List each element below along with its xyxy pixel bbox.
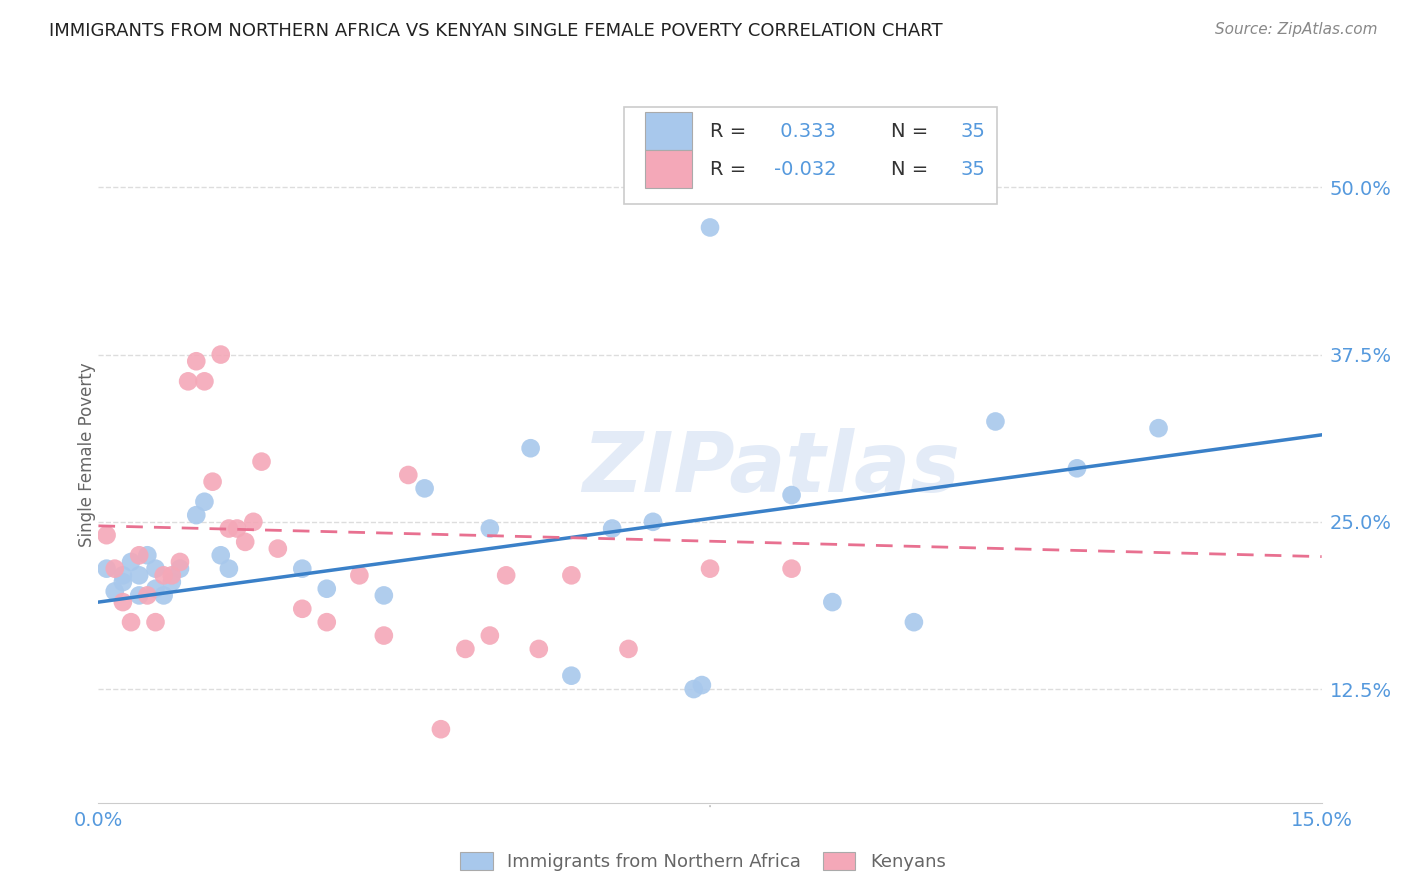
Point (152, 568, 174, 582)
Point (821, 595, 844, 609)
Point (193, 494, 215, 508)
Point (560, 568, 582, 582)
Point (396, 468, 419, 483)
Point (96, 528, 118, 542)
Legend: Immigrants from Northern Africa, Kenyans: Immigrants from Northern Africa, Kenyans (453, 845, 953, 879)
Point (186, 508, 208, 523)
Point (201, 475, 224, 489)
Point (780, 488, 803, 502)
Point (430, 723, 453, 737)
Point (478, 628, 501, 642)
Point (160, 568, 183, 582)
Point (145, 582, 167, 596)
Point (152, 589, 174, 603)
Text: 0.333: 0.333 (773, 122, 835, 141)
Point (160, 575, 183, 590)
Point (527, 642, 550, 657)
Point (169, 555, 191, 569)
Point (218, 562, 240, 576)
Point (111, 568, 134, 582)
Point (478, 521, 501, 535)
Point (218, 521, 240, 535)
Point (690, 678, 713, 692)
FancyBboxPatch shape (624, 107, 997, 204)
Point (903, 615, 925, 630)
Point (1147, 421, 1170, 435)
Point (209, 348, 232, 362)
Point (454, 642, 477, 657)
Point (699, 220, 721, 235)
Point (177, 375, 200, 389)
Text: N =: N = (891, 122, 935, 141)
Point (242, 515, 264, 529)
Point (136, 589, 159, 603)
Point (193, 375, 215, 389)
Text: -0.032: -0.032 (773, 161, 837, 179)
Point (169, 562, 191, 576)
Point (250, 455, 273, 469)
Point (641, 515, 664, 529)
Point (291, 602, 314, 616)
Point (128, 568, 150, 582)
Point (104, 584, 127, 599)
Point (495, 568, 517, 582)
Point (519, 442, 541, 456)
Point (209, 548, 232, 563)
Point (186, 354, 208, 368)
Point (600, 521, 623, 535)
Point (145, 615, 167, 630)
Bar (645, 150, 692, 188)
Point (128, 548, 150, 563)
Text: Source: ZipAtlas.com: Source: ZipAtlas.com (1215, 22, 1378, 37)
Point (233, 535, 256, 549)
Text: 35: 35 (960, 161, 986, 179)
Text: IMMIGRANTS FROM NORTHERN AFRICA VS KENYAN SINGLE FEMALE POVERTY CORRELATION CHAR: IMMIGRANTS FROM NORTHERN AFRICA VS KENYA… (49, 22, 943, 40)
Bar (645, 112, 692, 150)
Point (560, 669, 582, 683)
Text: 35: 35 (960, 122, 986, 141)
Point (1066, 461, 1088, 475)
Point (120, 555, 142, 569)
Point (984, 414, 1007, 429)
Point (136, 548, 159, 563)
Point (128, 589, 150, 603)
Point (120, 615, 142, 630)
Point (780, 562, 803, 576)
Text: N =: N = (891, 161, 935, 179)
Point (111, 575, 134, 590)
Point (373, 628, 395, 642)
Point (291, 562, 314, 576)
Point (104, 562, 127, 576)
Point (373, 589, 395, 603)
Point (315, 615, 337, 630)
Text: ZIPatlas: ZIPatlas (582, 428, 960, 509)
Point (617, 642, 640, 657)
Point (226, 521, 249, 535)
Point (96, 562, 118, 576)
Point (349, 568, 371, 582)
Point (315, 582, 337, 596)
Point (413, 482, 436, 496)
Text: R =: R = (710, 161, 752, 179)
Point (111, 595, 134, 609)
Point (267, 541, 290, 556)
Y-axis label: Single Female Poverty: Single Female Poverty (79, 363, 96, 547)
Point (682, 681, 704, 696)
Point (699, 562, 721, 576)
Text: R =: R = (710, 122, 752, 141)
Point (145, 562, 167, 576)
